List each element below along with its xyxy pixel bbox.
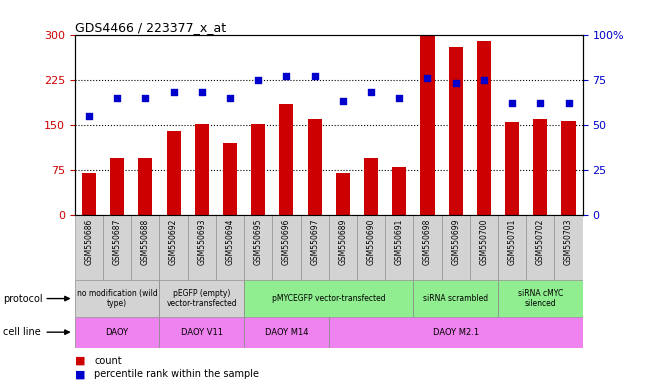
- Text: ■: ■: [75, 369, 85, 379]
- Bar: [421, 36, 435, 215]
- Point: [169, 89, 179, 95]
- Bar: [244, 280, 413, 317]
- Point: [84, 113, 94, 119]
- Bar: [75, 317, 159, 348]
- Text: GSM550701: GSM550701: [508, 218, 517, 265]
- Bar: [159, 215, 187, 280]
- Text: GDS4466 / 223377_x_at: GDS4466 / 223377_x_at: [75, 21, 226, 34]
- Point: [563, 100, 574, 106]
- Text: GSM550698: GSM550698: [423, 218, 432, 265]
- Text: GSM550696: GSM550696: [282, 218, 291, 265]
- Text: GSM550702: GSM550702: [536, 218, 545, 265]
- Bar: [329, 215, 357, 280]
- Bar: [364, 158, 378, 215]
- Bar: [279, 104, 294, 215]
- Point: [197, 89, 207, 95]
- Bar: [555, 215, 583, 280]
- Point: [309, 73, 320, 79]
- Text: pMYCEGFP vector-transfected: pMYCEGFP vector-transfected: [272, 294, 385, 303]
- Point: [422, 75, 433, 81]
- Bar: [498, 280, 583, 317]
- Bar: [441, 215, 470, 280]
- Bar: [526, 215, 555, 280]
- Bar: [110, 158, 124, 215]
- Text: GSM550700: GSM550700: [479, 218, 488, 265]
- Point: [478, 77, 489, 83]
- Bar: [195, 124, 209, 215]
- Point: [338, 98, 348, 104]
- Text: DAOY V11: DAOY V11: [181, 328, 223, 337]
- Text: count: count: [94, 356, 122, 366]
- Text: GSM550697: GSM550697: [310, 218, 319, 265]
- Point: [281, 73, 292, 79]
- Bar: [216, 215, 244, 280]
- Bar: [159, 280, 244, 317]
- Bar: [357, 215, 385, 280]
- Bar: [244, 317, 329, 348]
- Point: [366, 89, 376, 95]
- Bar: [187, 215, 216, 280]
- Point: [507, 100, 518, 106]
- Text: no modification (wild
type): no modification (wild type): [77, 289, 158, 308]
- Text: DAOY M2.1: DAOY M2.1: [433, 328, 478, 337]
- Bar: [244, 215, 272, 280]
- Bar: [251, 124, 266, 215]
- Bar: [470, 215, 498, 280]
- Bar: [385, 215, 413, 280]
- Bar: [159, 317, 244, 348]
- Text: GSM550703: GSM550703: [564, 218, 573, 265]
- Text: DAOY: DAOY: [105, 328, 129, 337]
- Text: pEGFP (empty)
vector-transfected: pEGFP (empty) vector-transfected: [167, 289, 237, 308]
- Bar: [272, 215, 301, 280]
- Bar: [533, 119, 547, 215]
- Text: GSM550699: GSM550699: [451, 218, 460, 265]
- Text: percentile rank within the sample: percentile rank within the sample: [94, 369, 259, 379]
- Bar: [392, 167, 406, 215]
- Text: DAOY M14: DAOY M14: [265, 328, 308, 337]
- Text: ■: ■: [75, 356, 85, 366]
- Text: GSM550688: GSM550688: [141, 218, 150, 265]
- Bar: [329, 317, 583, 348]
- Bar: [413, 215, 441, 280]
- Bar: [139, 158, 152, 215]
- Bar: [223, 143, 237, 215]
- Text: siRNA cMYC
silenced: siRNA cMYC silenced: [518, 289, 563, 308]
- Bar: [307, 119, 322, 215]
- Text: GSM550686: GSM550686: [85, 218, 94, 265]
- Text: protocol: protocol: [3, 293, 43, 304]
- Point: [140, 95, 150, 101]
- Point: [535, 100, 546, 106]
- Bar: [75, 215, 103, 280]
- Point: [394, 95, 404, 101]
- Point: [450, 80, 461, 86]
- Text: GSM550693: GSM550693: [197, 218, 206, 265]
- Bar: [413, 280, 498, 317]
- Text: GSM550689: GSM550689: [339, 218, 348, 265]
- Text: cell line: cell line: [3, 327, 41, 337]
- Bar: [167, 131, 181, 215]
- Bar: [561, 121, 575, 215]
- Text: siRNA scrambled: siRNA scrambled: [423, 294, 488, 303]
- Text: GSM550692: GSM550692: [169, 218, 178, 265]
- Bar: [103, 215, 132, 280]
- Text: GSM550691: GSM550691: [395, 218, 404, 265]
- Bar: [505, 122, 519, 215]
- Point: [253, 77, 264, 83]
- Bar: [449, 46, 463, 215]
- Text: GSM550695: GSM550695: [254, 218, 263, 265]
- Point: [225, 95, 235, 101]
- Text: GSM550694: GSM550694: [225, 218, 234, 265]
- Bar: [498, 215, 526, 280]
- Point: [112, 95, 122, 101]
- Bar: [336, 173, 350, 215]
- Bar: [477, 41, 491, 215]
- Bar: [82, 173, 96, 215]
- Bar: [301, 215, 329, 280]
- Text: GSM550690: GSM550690: [367, 218, 376, 265]
- Bar: [75, 280, 159, 317]
- Text: GSM550687: GSM550687: [113, 218, 122, 265]
- Bar: [132, 215, 159, 280]
